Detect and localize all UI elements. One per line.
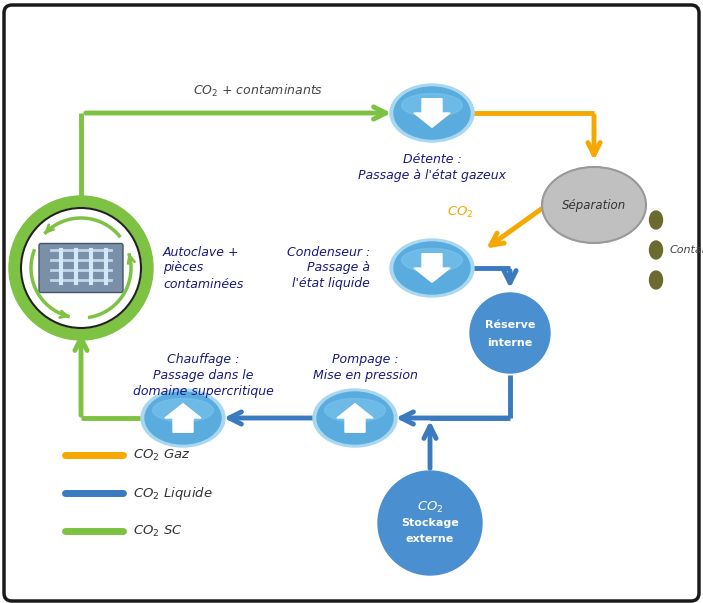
Text: $CO_2$: $CO_2$ [417, 499, 444, 514]
Text: Mise en pression: Mise en pression [313, 369, 418, 382]
Text: Séparation: Séparation [562, 198, 626, 212]
Ellipse shape [313, 389, 397, 447]
Text: Détente :: Détente : [403, 153, 461, 166]
Text: $CO_2$ Gaz: $CO_2$ Gaz [133, 447, 191, 463]
Ellipse shape [394, 87, 470, 139]
Text: Contaminants: Contaminants [670, 245, 703, 255]
Text: Autoclave +: Autoclave + [163, 245, 240, 259]
Text: Condenseur :: Condenseur : [287, 245, 370, 259]
Text: Réserve: Réserve [485, 320, 535, 330]
Text: $CO_2$: $CO_2$ [446, 205, 473, 220]
Text: Passage dans le: Passage dans le [153, 369, 253, 382]
Ellipse shape [542, 167, 646, 243]
Ellipse shape [141, 389, 225, 447]
Text: Chauffage :: Chauffage : [167, 353, 239, 366]
Text: interne: interne [487, 338, 533, 348]
Text: pièces: pièces [163, 262, 203, 274]
Polygon shape [165, 403, 201, 432]
Ellipse shape [317, 392, 393, 444]
Text: contaminées: contaminées [163, 277, 243, 291]
Text: Pompage :: Pompage : [332, 353, 399, 366]
Ellipse shape [401, 248, 463, 272]
Polygon shape [414, 254, 450, 282]
Circle shape [9, 196, 153, 340]
Ellipse shape [153, 399, 214, 422]
Text: Passage à l'état gazeux: Passage à l'état gazeux [358, 169, 506, 182]
Ellipse shape [145, 392, 221, 444]
Text: $CO_2$ Liquide: $CO_2$ Liquide [133, 484, 213, 502]
Polygon shape [337, 403, 373, 432]
Text: l'état liquide: l'état liquide [292, 277, 370, 291]
Circle shape [378, 471, 482, 575]
Text: $CO_2$ SC: $CO_2$ SC [133, 523, 183, 538]
FancyBboxPatch shape [4, 5, 699, 601]
Text: $CO_2$ + contaminants: $CO_2$ + contaminants [193, 83, 323, 99]
Text: domaine supercritique: domaine supercritique [133, 385, 273, 398]
Circle shape [21, 208, 141, 328]
Circle shape [470, 293, 550, 373]
Ellipse shape [401, 93, 463, 117]
Ellipse shape [390, 239, 474, 297]
FancyBboxPatch shape [39, 244, 123, 292]
Ellipse shape [650, 241, 662, 259]
Ellipse shape [394, 242, 470, 294]
Ellipse shape [650, 271, 662, 289]
Ellipse shape [325, 399, 385, 422]
Ellipse shape [390, 84, 474, 142]
Text: Stockage: Stockage [401, 518, 459, 528]
Polygon shape [414, 99, 450, 127]
Text: Passage à: Passage à [307, 262, 370, 274]
Text: externe: externe [406, 534, 454, 544]
Ellipse shape [650, 211, 662, 229]
